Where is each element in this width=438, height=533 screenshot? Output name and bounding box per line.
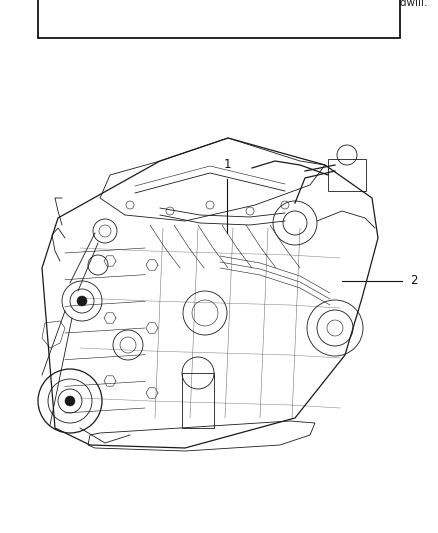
Bar	[328, 159, 366, 191]
Text: 2: 2	[410, 274, 417, 287]
Bar	[182, 373, 214, 428]
Text: See appropriate warranty bulletin in dealer connect.: See appropriate warranty bulletin in dea…	[50, 18, 324, 28]
Circle shape	[65, 396, 75, 406]
Text: replacing a Cummins diesel engine assembly under warranty / goodwill.: replacing a Cummins diesel engine assemb…	[50, 0, 427, 9]
Bar	[38, 0, 400, 38]
Circle shape	[77, 296, 87, 306]
Text: 1: 1	[223, 158, 231, 171]
